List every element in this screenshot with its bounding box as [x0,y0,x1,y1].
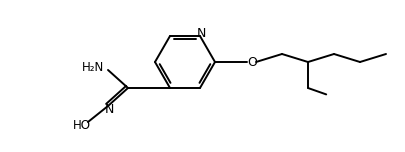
Text: H₂N: H₂N [81,61,104,74]
Text: O: O [247,57,256,69]
Text: HO: HO [73,119,91,133]
Text: N: N [104,104,113,116]
Text: N: N [196,26,205,40]
